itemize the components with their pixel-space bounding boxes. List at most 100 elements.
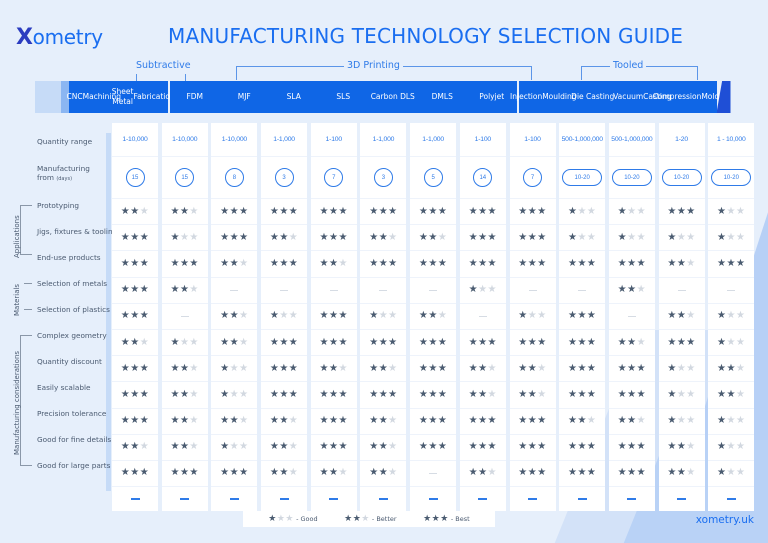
star-icon: ★	[636, 415, 647, 427]
star-icon: ★	[428, 205, 438, 217]
star-icon: ★	[586, 415, 597, 427]
rating-cell: ★★★	[608, 435, 655, 461]
star-icon: ★	[428, 231, 438, 243]
column-footer-dash	[428, 498, 438, 501]
lead-time-value: 7	[332, 174, 336, 181]
star-icon: ★	[338, 310, 348, 322]
star-icon: ★	[636, 284, 647, 296]
star-icon: ★	[478, 231, 488, 243]
star-icon: ★	[717, 231, 727, 243]
lead-time-cell: 15	[112, 157, 158, 199]
star-rating: ★★★	[469, 285, 497, 295]
lead-time-value: 3	[381, 174, 386, 181]
category-label-applications: Applications	[13, 215, 21, 258]
star-icon: ★	[170, 257, 180, 269]
column-header-label: MJF	[237, 92, 251, 101]
star-icon: ★	[527, 205, 538, 217]
star-icon: ★	[428, 257, 438, 269]
grid-column-vacuum: 1-20 10-20 ★★★ ★★★ ★★★ ★★★ ★★★ ★★★ ★★★ ★★★ ★★★ ★★★	[658, 123, 705, 512]
star-rating: ★★★	[320, 311, 348, 321]
column-header-label: Vacuum	[613, 92, 644, 101]
star-icon: ★	[468, 388, 479, 400]
star-rating: ★★★	[568, 311, 596, 321]
website-link[interactable]: xometry.uk	[695, 514, 754, 526]
star-rating: ★★★	[121, 363, 149, 374]
star-icon: ★	[636, 257, 647, 269]
star-icon: ★	[139, 257, 150, 269]
star-icon: ★	[279, 388, 289, 400]
lead-time-badge: 3	[274, 168, 294, 187]
star-rating: ★★★	[220, 442, 248, 452]
star-icon: ★	[567, 336, 578, 348]
star-icon: ★	[567, 257, 578, 269]
rating-cell: ★★★	[112, 304, 158, 330]
column-header-label: Carbon DLS	[370, 92, 415, 101]
column-header-fdm: FDM	[170, 81, 220, 113]
star-icon: ★	[667, 205, 677, 217]
star-icon: ★	[352, 514, 362, 524]
star-icon: ★	[170, 415, 180, 427]
lead-time-value: 14	[479, 174, 487, 181]
xometry-logo[interactable]: Xometry	[16, 25, 103, 50]
rating-cell: ★★★	[410, 382, 457, 409]
star-icon: ★	[120, 231, 131, 243]
rating-cell: ★★★	[410, 199, 457, 226]
star-icon: ★	[288, 205, 299, 217]
star-icon: ★	[686, 336, 696, 348]
quantity-range-value: 1-10,000	[221, 136, 247, 143]
column-header-polyjet: Polyjet	[467, 81, 517, 113]
star-icon: ★	[735, 310, 746, 322]
star-icon: ★	[239, 388, 249, 400]
rating-cell: ★★★	[509, 382, 556, 409]
star-rating: ★★★	[369, 442, 397, 452]
star-icon: ★	[527, 336, 538, 348]
rating-cell: ★★★	[658, 382, 705, 409]
star-icon: ★	[170, 205, 180, 217]
quantity-range-value: 1-100	[524, 136, 541, 143]
star-icon: ★	[229, 231, 240, 243]
star-icon: ★	[269, 441, 280, 453]
rating-cell: ★★★	[261, 382, 308, 409]
star-icon: ★	[667, 336, 677, 348]
rating-cell: ★★★	[161, 382, 208, 409]
star-icon: ★	[518, 441, 528, 453]
column-footer-dash	[229, 498, 239, 501]
star-icon: ★	[239, 336, 249, 348]
rating-cell: ★★★	[360, 199, 407, 226]
star-icon: ★	[667, 415, 677, 427]
row-label-manufacturing: Manufacturing from (days)	[37, 164, 90, 182]
star-icon: ★	[139, 415, 150, 427]
quantity-range-cell: 1-1,000	[410, 123, 457, 157]
star-rating: ★★★	[423, 514, 449, 524]
column-header-compression: Compression Molding	[653, 81, 731, 113]
star-rating: ★★★	[369, 231, 397, 243]
star-icon: ★	[179, 467, 190, 479]
star-icon: ★	[636, 231, 647, 243]
star-icon: ★	[586, 388, 597, 400]
star-icon: ★	[440, 514, 449, 524]
star-icon: ★	[428, 310, 438, 322]
rating-cell: ★★★	[509, 461, 556, 488]
rating-cell: ★★★	[559, 225, 606, 252]
rating-cell: ★★★	[161, 435, 208, 461]
star-icon: ★	[369, 231, 379, 243]
lead-time-cell: 10-20	[658, 157, 705, 199]
column-footer-dash	[528, 498, 537, 501]
star-icon: ★	[478, 362, 488, 374]
column-header-vacuum: Vacuum Casting	[613, 81, 671, 113]
star-rating: ★★★	[170, 337, 198, 348]
star-icon: ★	[686, 441, 696, 453]
star-rating: ★★★	[369, 389, 397, 400]
lead-time-value: 10-20	[723, 174, 739, 181]
star-rating: ★★★	[518, 442, 546, 452]
star-icon: ★	[319, 205, 330, 217]
not-applicable-dash	[478, 315, 487, 317]
rating-cell: ★★★	[658, 409, 705, 435]
star-icon: ★	[338, 336, 348, 348]
star-icon: ★	[627, 231, 637, 243]
star-icon: ★	[437, 441, 448, 453]
star-icon: ★	[220, 257, 230, 269]
not-applicable-dash	[230, 289, 239, 291]
star-icon: ★	[478, 441, 488, 453]
star-icon: ★	[717, 310, 727, 322]
